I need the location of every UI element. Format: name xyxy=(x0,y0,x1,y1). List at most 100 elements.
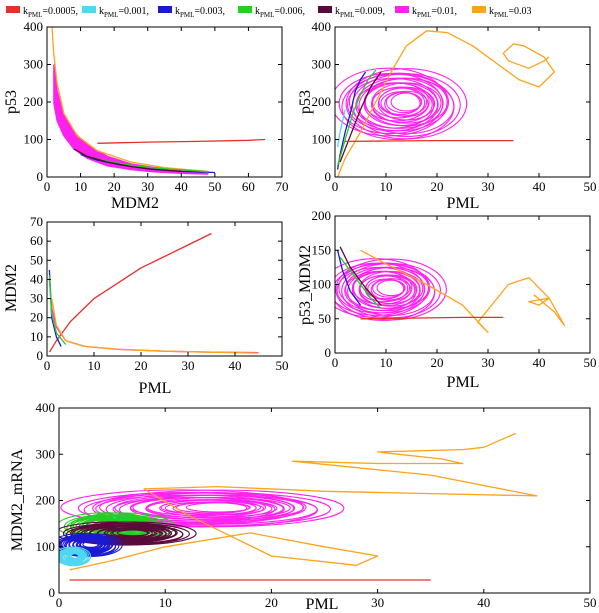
series-loops xyxy=(59,546,92,567)
legend-label: kPML=0.0005, xyxy=(23,6,78,19)
plot-frame xyxy=(46,221,283,357)
x-tick-label: 20 xyxy=(431,355,444,370)
series-loop xyxy=(335,67,448,137)
x-axis-label: PML xyxy=(447,195,480,212)
chart-p4: 0 10 20 30 40 50 0 50 100 150 200 PML p53_MDM2 xyxy=(297,208,597,391)
series-line xyxy=(51,27,209,173)
x-axis-label: PML xyxy=(306,596,339,613)
legend-swatch xyxy=(238,6,252,13)
legend-label: kPML=0.001, xyxy=(99,6,149,19)
series-line xyxy=(53,101,209,175)
y-tick-label: 400 xyxy=(312,19,332,34)
series-line xyxy=(336,71,367,170)
series-line xyxy=(73,148,182,173)
y-tick-label: 200 xyxy=(36,493,56,508)
legend-item: kPML=0.001, xyxy=(82,6,149,19)
y-tick-label: 200 xyxy=(312,208,332,223)
legend-label: kPML=0.03 xyxy=(489,6,532,19)
series-loop xyxy=(345,68,468,140)
x-tick-label: 50 xyxy=(276,358,289,373)
series-loop xyxy=(92,489,345,528)
y-tick-label: 400 xyxy=(36,400,56,415)
x-tick-label: 0 xyxy=(44,179,51,194)
y-axis-label: p53_MDM2 xyxy=(297,245,314,325)
series-loop xyxy=(348,72,450,132)
y-tick-label: 300 xyxy=(312,57,332,72)
series-loop xyxy=(335,262,425,316)
series-line xyxy=(339,71,382,163)
x-tick-label: 10 xyxy=(88,358,101,373)
chart-p1: 0 10 20 30 40 50 60 70 0 100 200 300 400 MDM2 p53 xyxy=(3,19,289,212)
y-tick-label: 50 xyxy=(30,252,43,267)
legend-item: kPML=0.003, xyxy=(158,6,225,19)
series-line xyxy=(53,91,209,175)
series-line xyxy=(339,246,382,306)
y-tick-label: 70 xyxy=(30,214,43,229)
legend-label: kPML=0.01, xyxy=(412,6,457,19)
x-tick-label: 10 xyxy=(74,179,87,194)
legend-label: kPML=0.009, xyxy=(335,6,385,19)
legend-item: kPML=0.006, xyxy=(238,6,305,19)
y-tick-label: 100 xyxy=(312,277,332,292)
y-tick-label: 30 xyxy=(30,291,43,306)
legend-label: kPML=0.003, xyxy=(175,6,225,19)
series-loop xyxy=(341,73,455,141)
x-tick-label: 10 xyxy=(380,355,393,370)
series-line xyxy=(336,69,377,166)
plot-frame xyxy=(334,26,591,178)
plot-area xyxy=(59,432,538,581)
x-tick-label: 50 xyxy=(584,179,597,194)
x-tick-label: 60 xyxy=(242,179,255,194)
y-tick-label: 100 xyxy=(36,539,56,554)
series-line xyxy=(345,139,514,143)
legend-swatch xyxy=(318,6,332,13)
y-axis-label: MDM2 xyxy=(3,264,20,312)
y-tick-label: 200 xyxy=(24,94,44,109)
series-loop xyxy=(77,492,295,525)
x-tick-label: 50 xyxy=(208,179,221,194)
y-tick-label: 300 xyxy=(24,57,44,72)
legend-item: kPML=0.0005, xyxy=(6,6,78,19)
x-tick-label: 40 xyxy=(533,355,546,370)
series-line xyxy=(53,78,209,174)
series-line xyxy=(336,30,555,177)
x-tick-label: 40 xyxy=(533,179,546,194)
legend-swatch xyxy=(395,6,409,13)
x-tick-label: 30 xyxy=(371,595,384,610)
series-line xyxy=(48,275,67,345)
legend-item: kPML=0.009, xyxy=(318,6,385,19)
x-tick-label: 0 xyxy=(332,179,339,194)
series-line xyxy=(53,76,209,174)
series-line xyxy=(336,250,362,306)
x-tick-label: 20 xyxy=(108,179,121,194)
series-loop xyxy=(70,521,197,546)
series-loops xyxy=(335,258,447,321)
series-line xyxy=(51,298,259,354)
y-tick-label: 150 xyxy=(312,242,332,257)
series-line xyxy=(69,432,538,571)
y-tick-label: 200 xyxy=(312,94,332,109)
x-tick-label: 20 xyxy=(135,358,148,373)
series-line xyxy=(53,64,209,173)
plot-area xyxy=(51,27,266,175)
series-loop xyxy=(335,258,447,321)
series-line xyxy=(53,72,209,173)
y-tick-label: 0 xyxy=(37,348,44,363)
legend: kPML=0.0005, kPML=0.001, kPML=0.003, kPML=0… xyxy=(6,6,532,19)
legend-swatch xyxy=(82,6,96,13)
y-tick-label: 20 xyxy=(30,310,43,325)
x-tick-label: 30 xyxy=(482,355,495,370)
chart-p5: 0 10 20 30 40 50 0 100 200 300 400 PML MDM2_mRNA xyxy=(9,400,597,613)
series-band xyxy=(53,64,209,175)
y-axis-label: MDM2_mRNA xyxy=(9,448,26,551)
x-tick-label: 40 xyxy=(477,595,490,610)
y-tick-label: 400 xyxy=(24,19,44,34)
x-axis-label: PML xyxy=(447,374,480,391)
y-tick-label: 300 xyxy=(36,446,56,461)
legend-swatch xyxy=(158,6,172,13)
series-loop xyxy=(60,489,304,526)
x-tick-label: 30 xyxy=(482,179,495,194)
